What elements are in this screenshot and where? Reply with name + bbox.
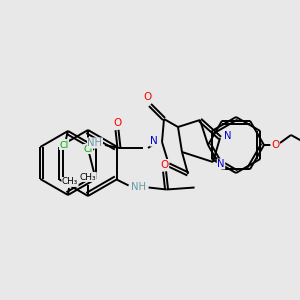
Text: Cl: Cl — [59, 140, 69, 149]
Text: CH₃: CH₃ — [62, 178, 78, 187]
Text: NH: NH — [88, 138, 103, 148]
Text: Cl: Cl — [83, 145, 93, 154]
Text: O: O — [144, 92, 152, 102]
Text: N: N — [217, 159, 225, 169]
Text: O: O — [113, 118, 121, 128]
Text: N: N — [150, 136, 158, 146]
Text: N: N — [224, 131, 232, 141]
Text: NH: NH — [131, 182, 146, 193]
Text: O: O — [271, 140, 279, 150]
Text: CH₃: CH₃ — [80, 172, 96, 182]
Text: O: O — [160, 160, 169, 170]
